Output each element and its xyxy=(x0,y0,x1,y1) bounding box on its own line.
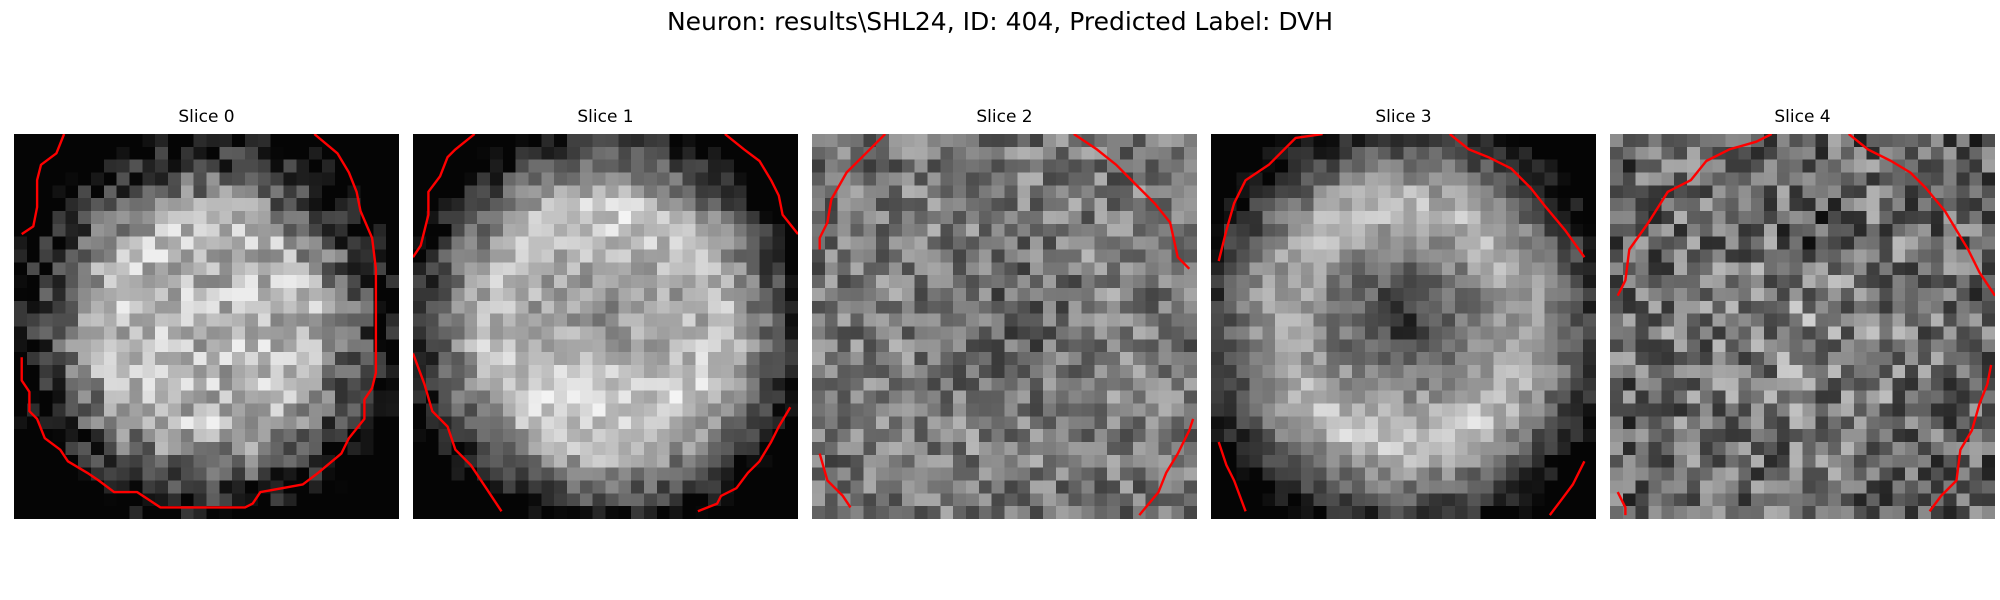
slice-image xyxy=(812,134,1197,519)
slice-panel-3: Slice 3 xyxy=(1211,106,1596,519)
slice-panel-0: Slice 0 xyxy=(14,106,399,519)
slice-title: Slice 0 xyxy=(178,107,235,127)
slice-title: Slice 4 xyxy=(1774,107,1831,127)
contour-line xyxy=(1217,441,1247,512)
slice-title: Slice 2 xyxy=(976,107,1033,127)
contour-overlay xyxy=(1616,134,1995,516)
contour-line xyxy=(1073,134,1191,270)
contour-line xyxy=(20,134,378,509)
contour-line xyxy=(1217,134,1323,262)
slice-title: Slice 1 xyxy=(577,107,634,127)
slice-panel-2: Slice 2 xyxy=(812,106,1197,519)
contour-line xyxy=(1448,134,1586,258)
contour-line xyxy=(818,134,887,250)
contour-overlay xyxy=(413,134,798,513)
contour-overlay xyxy=(20,134,378,509)
contour-line xyxy=(724,134,798,235)
slice-title: Slice 3 xyxy=(1375,107,1432,127)
contour-line xyxy=(1616,134,1773,297)
contour-line xyxy=(697,406,792,513)
slice-image xyxy=(1610,134,1995,519)
contour-line xyxy=(1548,460,1586,516)
contour-line xyxy=(818,453,852,509)
slice-panel-4: Slice 4 xyxy=(1610,106,1995,519)
contour-line xyxy=(1616,491,1627,516)
contour-line xyxy=(21,134,66,236)
slice-panel-1: Slice 1 xyxy=(413,106,798,519)
contour-line xyxy=(1847,134,1995,297)
contour-line xyxy=(1928,364,1993,513)
contour-overlay xyxy=(818,134,1195,516)
slice-image xyxy=(14,134,399,519)
contour-overlay xyxy=(1217,134,1586,516)
slice-image xyxy=(413,134,798,519)
slice-image xyxy=(1211,134,1596,519)
contour-line xyxy=(413,134,476,258)
figure-title: Neuron: results\SHL24, ID: 404, Predicte… xyxy=(666,7,1334,36)
contour-line xyxy=(413,352,503,512)
contour-line xyxy=(1138,418,1195,516)
